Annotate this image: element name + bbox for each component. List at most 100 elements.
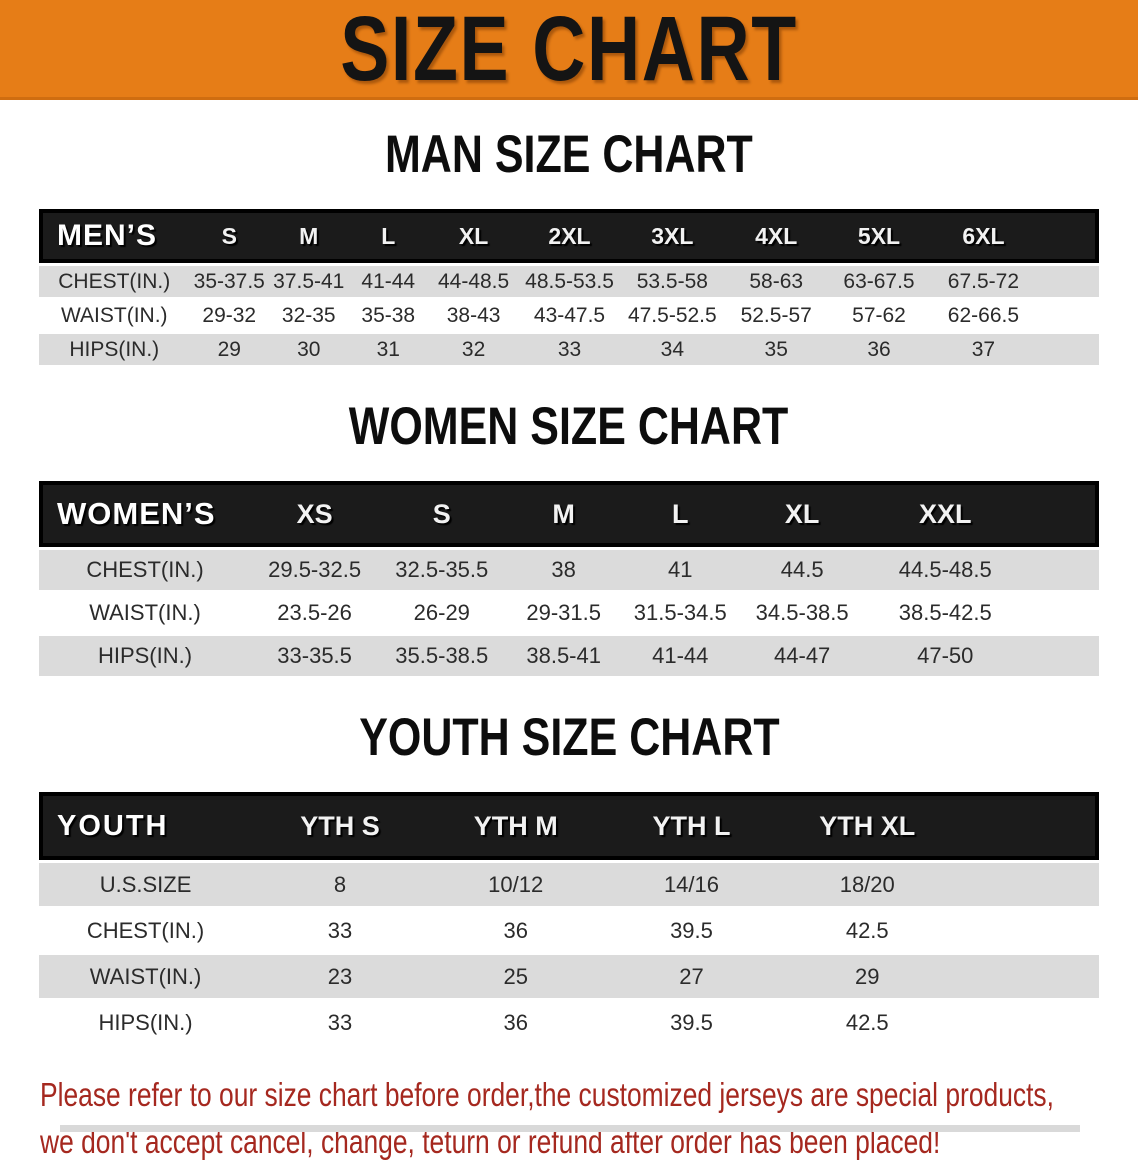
row-label: WAIST(IN.): [39, 955, 253, 998]
column-header: XL: [738, 481, 866, 547]
women-size-table-wrap: WOMEN’S XS S M L XL XXL CHEST(IN.) 29.5-32.5 32.5…: [39, 478, 1099, 679]
table-row: WAIST(IN.) 23 25 27 29: [39, 955, 1099, 998]
filler-cell: [955, 955, 1099, 998]
size-value-cell: 35.5-38.5: [378, 636, 506, 676]
filler-cell: [1036, 209, 1099, 263]
row-label: WAIST(IN.): [39, 300, 190, 331]
size-value-cell: 48.5-53.5: [519, 266, 620, 297]
disclaimer: Please refer to our size chart before or…: [0, 1071, 1138, 1165]
filler-cell: [1024, 636, 1099, 676]
men-size-table-wrap: MEN’S S M L XL 2XL 3XL 4XL 5XL 6XL CHEST(IN.) 35-37…: [39, 206, 1099, 368]
women-size-section: WOMEN SIZE CHART WOMEN’S XS S M L XL XXL CHEST(…: [0, 396, 1138, 679]
size-value-cell: 42.5: [779, 909, 956, 952]
size-value-cell: 58-63: [724, 266, 828, 297]
header-row: WOMEN’S XS S M L XL XXL: [39, 481, 1099, 547]
column-header: S: [189, 209, 270, 263]
size-value-cell: 44.5: [738, 550, 866, 590]
header-row: MEN’S S M L XL 2XL 3XL 4XL 5XL 6XL: [39, 209, 1099, 263]
size-value-cell: 41-44: [348, 266, 429, 297]
row-label: HIPS(IN.): [39, 636, 251, 676]
size-value-cell: 39.5: [603, 909, 780, 952]
column-header: S: [378, 481, 506, 547]
size-value-cell: 14/16: [603, 863, 780, 906]
size-value-cell: 39.5: [603, 1001, 780, 1044]
size-value-cell: 33: [252, 1001, 428, 1044]
size-value-cell: 53.5-58: [619, 266, 725, 297]
size-value-cell: 36: [427, 1001, 604, 1044]
men-section-heading: MAN SIZE CHART: [385, 124, 753, 184]
size-value-cell: 33: [252, 909, 428, 952]
row-label: WAIST(IN.): [39, 593, 251, 633]
size-value-cell: 35-37.5: [189, 266, 270, 297]
table-row: HIPS(IN.) 33-35.5 35.5-38.5 38.5-41 41-44 44-…: [39, 636, 1099, 676]
size-value-cell: 25: [427, 955, 604, 998]
row-label: HIPS(IN.): [39, 1001, 253, 1044]
size-value-cell: 42.5: [779, 1001, 956, 1044]
youth-size-table: YOUTH YTH S YTH M YTH L YTH XL U.S.SIZE 8 10/12…: [39, 789, 1099, 1047]
women-size-table: WOMEN’S XS S M L XL XXL CHEST(IN.) 29.5-32.5 32.5…: [39, 478, 1099, 679]
size-value-cell: 67.5-72: [930, 266, 1037, 297]
row-label: CHEST(IN.): [39, 909, 253, 952]
row-label: CHEST(IN.): [39, 550, 251, 590]
size-value-cell: 29: [189, 334, 270, 365]
column-header: YTH L: [603, 792, 780, 860]
table-group-label: MEN’S: [39, 209, 190, 263]
filler-cell: [1024, 593, 1099, 633]
column-header: YTH XL: [779, 792, 956, 860]
size-value-cell: 44-47: [738, 636, 866, 676]
column-header: 6XL: [930, 209, 1037, 263]
table-row: CHEST(IN.) 29.5-32.5 32.5-35.5 38 41 44.5 44.5…: [39, 550, 1099, 590]
filler-cell: [955, 863, 1099, 906]
size-value-cell: 33-35.5: [251, 636, 379, 676]
size-value-cell: 38-43: [428, 300, 520, 331]
filler-cell: [1036, 300, 1099, 331]
size-value-cell: 34: [619, 334, 725, 365]
size-value-cell: 35-38: [348, 300, 429, 331]
size-value-cell: 30: [269, 334, 349, 365]
column-header: L: [621, 481, 739, 547]
table-row: WAIST(IN.) 29-32 32-35 35-38 38-43 43-47.5 47.…: [39, 300, 1099, 331]
column-header: YTH M: [427, 792, 604, 860]
column-header: XS: [251, 481, 379, 547]
disclaimer-line-1: Please refer to our size chart before or…: [40, 1076, 1054, 1113]
column-header: XXL: [865, 481, 1025, 547]
column-header: 3XL: [619, 209, 725, 263]
column-header: YTH S: [252, 792, 428, 860]
size-value-cell: 36: [427, 909, 604, 952]
size-value-cell: 29.5-32.5: [251, 550, 379, 590]
filler-cell: [1036, 334, 1099, 365]
size-chart-banner: SIZE CHART: [0, 0, 1138, 100]
table-group-label: WOMEN’S: [39, 481, 251, 547]
size-value-cell: 38: [505, 550, 622, 590]
table-row: U.S.SIZE 8 10/12 14/16 18/20: [39, 863, 1099, 906]
banner-title: SIZE CHART: [340, 0, 798, 100]
size-value-cell: 62-66.5: [930, 300, 1037, 331]
table-row: CHEST(IN.) 35-37.5 37.5-41 41-44 44-48.5 48.5…: [39, 266, 1099, 297]
filler-cell: [1024, 550, 1099, 590]
size-value-cell: 38.5-42.5: [865, 593, 1025, 633]
table-row: HIPS(IN.) 29 30 31 32 33 34 35 36 37: [39, 334, 1099, 365]
size-value-cell: 37: [930, 334, 1037, 365]
size-value-cell: 35: [724, 334, 828, 365]
size-value-cell: 32: [428, 334, 520, 365]
row-label: U.S.SIZE: [39, 863, 253, 906]
youth-size-table-wrap: YOUTH YTH S YTH M YTH L YTH XL U.S.SIZE 8 10/12…: [39, 789, 1099, 1047]
size-value-cell: 26-29: [378, 593, 506, 633]
size-value-cell: 33: [519, 334, 620, 365]
size-value-cell: 29-31.5: [505, 593, 622, 633]
table-row: CHEST(IN.) 33 36 39.5 42.5: [39, 909, 1099, 952]
size-value-cell: 47-50: [865, 636, 1025, 676]
column-header: M: [505, 481, 622, 547]
size-value-cell: 37.5-41: [269, 266, 349, 297]
size-value-cell: 32-35: [269, 300, 349, 331]
youth-size-section: YOUTH SIZE CHART YOUTH YTH S YTH M YTH L YTH…: [0, 710, 1138, 1047]
row-label: CHEST(IN.): [39, 266, 190, 297]
size-value-cell: 41: [621, 550, 739, 590]
bottom-strip: [60, 1125, 1080, 1132]
filler-cell: [955, 909, 1099, 952]
men-size-table: MEN’S S M L XL 2XL 3XL 4XL 5XL 6XL CHEST(IN.) 35-37…: [39, 206, 1099, 368]
size-value-cell: 31.5-34.5: [621, 593, 739, 633]
women-section-heading: WOMEN SIZE CHART: [349, 396, 789, 456]
size-value-cell: 36: [827, 334, 931, 365]
column-header: XL: [428, 209, 520, 263]
